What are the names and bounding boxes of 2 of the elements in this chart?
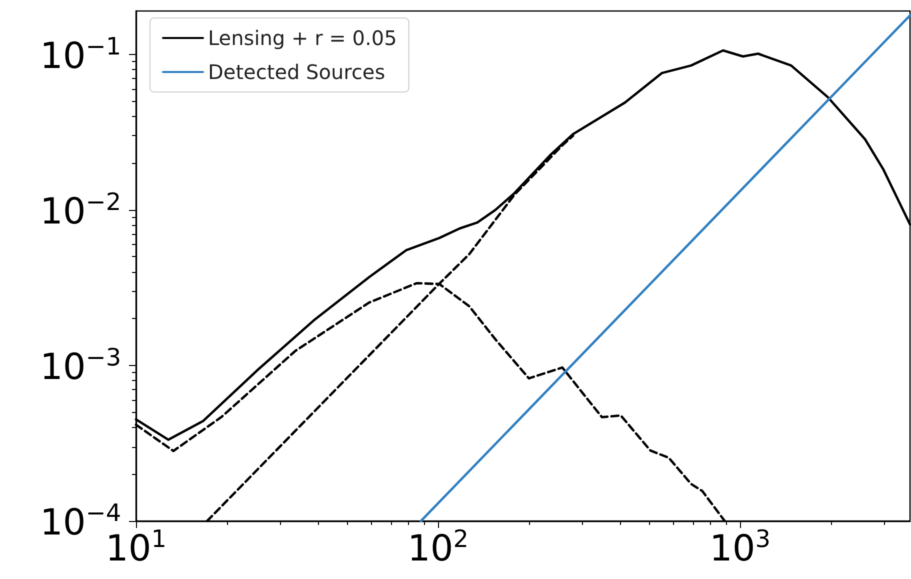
legend-label: Lensing + r = 0.05 bbox=[208, 26, 397, 50]
legend-label: Detected Sources bbox=[208, 60, 386, 84]
